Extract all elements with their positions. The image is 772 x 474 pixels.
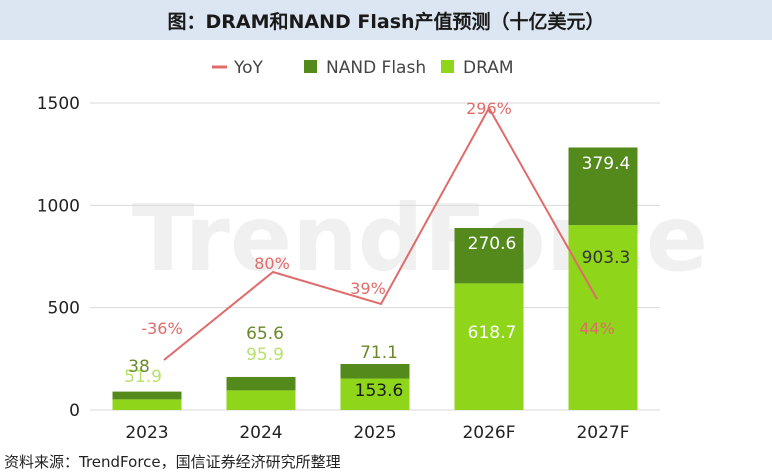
bar-dram (340, 378, 410, 410)
data-label-dram: 618.7 (468, 323, 517, 343)
yoy-label: -36% (141, 319, 182, 338)
chart-title: 图：DRAM和NAND Flash产值预测（十亿美元） (167, 10, 605, 33)
bar-dram (112, 399, 182, 410)
data-label-dram: 95.9 (246, 345, 284, 365)
source-note: 资料来源：TrendForce，国信证券经济研究所整理 (4, 453, 341, 471)
bar-nand-flash (340, 364, 410, 379)
data-label-nand-flash: 71.1 (360, 343, 398, 363)
legend-swatch (441, 60, 454, 73)
data-label-dram: 903.3 (582, 248, 631, 268)
yoy-label: 80% (254, 254, 290, 273)
y-tick-label: 1000 (37, 196, 80, 216)
data-label-nand-flash: 65.6 (246, 324, 284, 344)
data-label-nand-flash: 38 (128, 357, 150, 377)
x-tick-label: 2024 (239, 423, 282, 443)
legend-swatch (304, 60, 317, 73)
legend-label: YoY (233, 58, 264, 78)
bar-nand-flash (454, 227, 524, 284)
x-tick-label: 2027F (576, 423, 629, 443)
x-tick-label: 2025 (353, 423, 396, 443)
yoy-label: 296% (466, 99, 512, 118)
bar-nand-flash (568, 147, 638, 226)
yoy-label: 39% (350, 279, 386, 298)
bar-nand-flash (112, 391, 182, 400)
data-label-dram: 153.6 (355, 381, 404, 401)
y-tick-label: 1500 (37, 94, 80, 114)
bar-dram (568, 225, 638, 410)
x-tick-label: 2026F (462, 423, 515, 443)
x-tick-label: 2023 (125, 423, 168, 443)
bar-nand-flash (226, 376, 296, 391)
bar-dram (454, 283, 524, 410)
legend-label: NAND Flash (326, 58, 426, 78)
y-tick-label: 0 (69, 401, 80, 421)
yoy-line (163, 105, 598, 361)
yoy-label: 44% (579, 319, 615, 338)
data-label-nand-flash: 379.4 (582, 154, 631, 174)
bar-dram (226, 390, 296, 410)
y-tick-label: 500 (48, 299, 80, 319)
legend-label: DRAM (463, 58, 514, 78)
data-label-nand-flash: 270.6 (468, 234, 517, 254)
data-label-dram: 51.9 (124, 367, 162, 387)
title-bar: 图：DRAM和NAND Flash产值预测（十亿美元） (0, 0, 772, 40)
